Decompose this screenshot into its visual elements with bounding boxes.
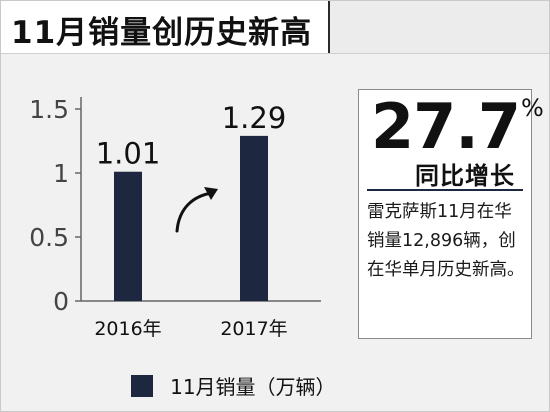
growth-value-row: 27.7 %	[371, 90, 544, 163]
legend-label: 11月销量（万辆）	[170, 375, 336, 399]
title-band: 11月销量创历史新高	[1, 1, 549, 54]
bar-chart: 0 0.5 1 1.5 2016年 2017年 1.01 1.29	[29, 95, 321, 340]
bar-value-label: 1.29	[222, 101, 287, 135]
bar	[114, 171, 142, 301]
x-category-label: 2017年	[220, 318, 287, 340]
sales-description: 雷克萨斯11月在华销量12,896辆，创在华单月历史新高。	[367, 202, 525, 280]
y-tick-label: 0	[53, 287, 69, 316]
y-tick-label: 1	[53, 159, 69, 188]
growth-percentage: 27.7	[371, 90, 521, 163]
percent-sign: %	[521, 94, 544, 122]
y-tick-label: 1.5	[29, 95, 69, 124]
chart-legend: 11月销量（万辆）	[131, 371, 336, 399]
growth-callout: 27.7 % 同比增长 雷克萨斯11月在华销量12,896辆，创在华单月历史新高…	[358, 89, 544, 339]
legend-swatch	[131, 374, 153, 397]
growth-arrow-icon	[175, 187, 218, 233]
y-tick-label: 0.5	[29, 223, 69, 252]
growth-label: 同比增长	[415, 162, 515, 190]
title-tab: 11月销量创历史新高	[1, 1, 330, 53]
bar-value-label: 1.01	[96, 137, 161, 171]
bar	[240, 135, 268, 301]
page-title: 11月销量创历史新高	[11, 15, 313, 51]
divider-rule	[367, 189, 523, 191]
x-category-label: 2016年	[94, 318, 161, 340]
